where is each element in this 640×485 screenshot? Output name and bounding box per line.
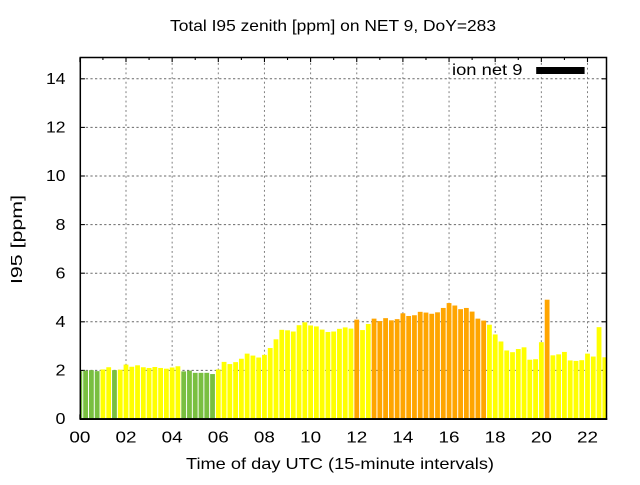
svg-text:20: 20 [531, 429, 552, 446]
svg-text:10: 10 [300, 429, 321, 446]
svg-text:06: 06 [208, 429, 229, 446]
svg-text:2: 2 [56, 363, 66, 380]
svg-text:18: 18 [485, 429, 506, 446]
svg-text:I95 [ppm]: I95 [ppm] [9, 195, 26, 284]
svg-text:00: 00 [69, 429, 90, 446]
svg-text:0: 0 [56, 411, 66, 428]
svg-text:14: 14 [392, 429, 413, 446]
svg-text:4: 4 [56, 314, 66, 331]
svg-text:10: 10 [46, 168, 66, 185]
svg-text:22: 22 [577, 429, 598, 446]
svg-text:14: 14 [46, 71, 66, 88]
svg-text:12: 12 [46, 120, 66, 137]
svg-text:04: 04 [162, 429, 183, 446]
svg-text:6: 6 [56, 265, 66, 282]
svg-text:8: 8 [56, 217, 66, 234]
svg-text:08: 08 [254, 429, 275, 446]
svg-text:ion net 9: ion net 9 [452, 62, 523, 79]
svg-text:Total I95 zenith [ppm] on NET: Total I95 zenith [ppm] on NET 9, DoY=283 [170, 18, 496, 35]
svg-text:02: 02 [116, 429, 137, 446]
svg-text:12: 12 [346, 429, 367, 446]
svg-text:16: 16 [439, 429, 460, 446]
svg-text:Time of day UTC (15-minute int: Time of day UTC (15-minute intervals) [186, 456, 494, 473]
